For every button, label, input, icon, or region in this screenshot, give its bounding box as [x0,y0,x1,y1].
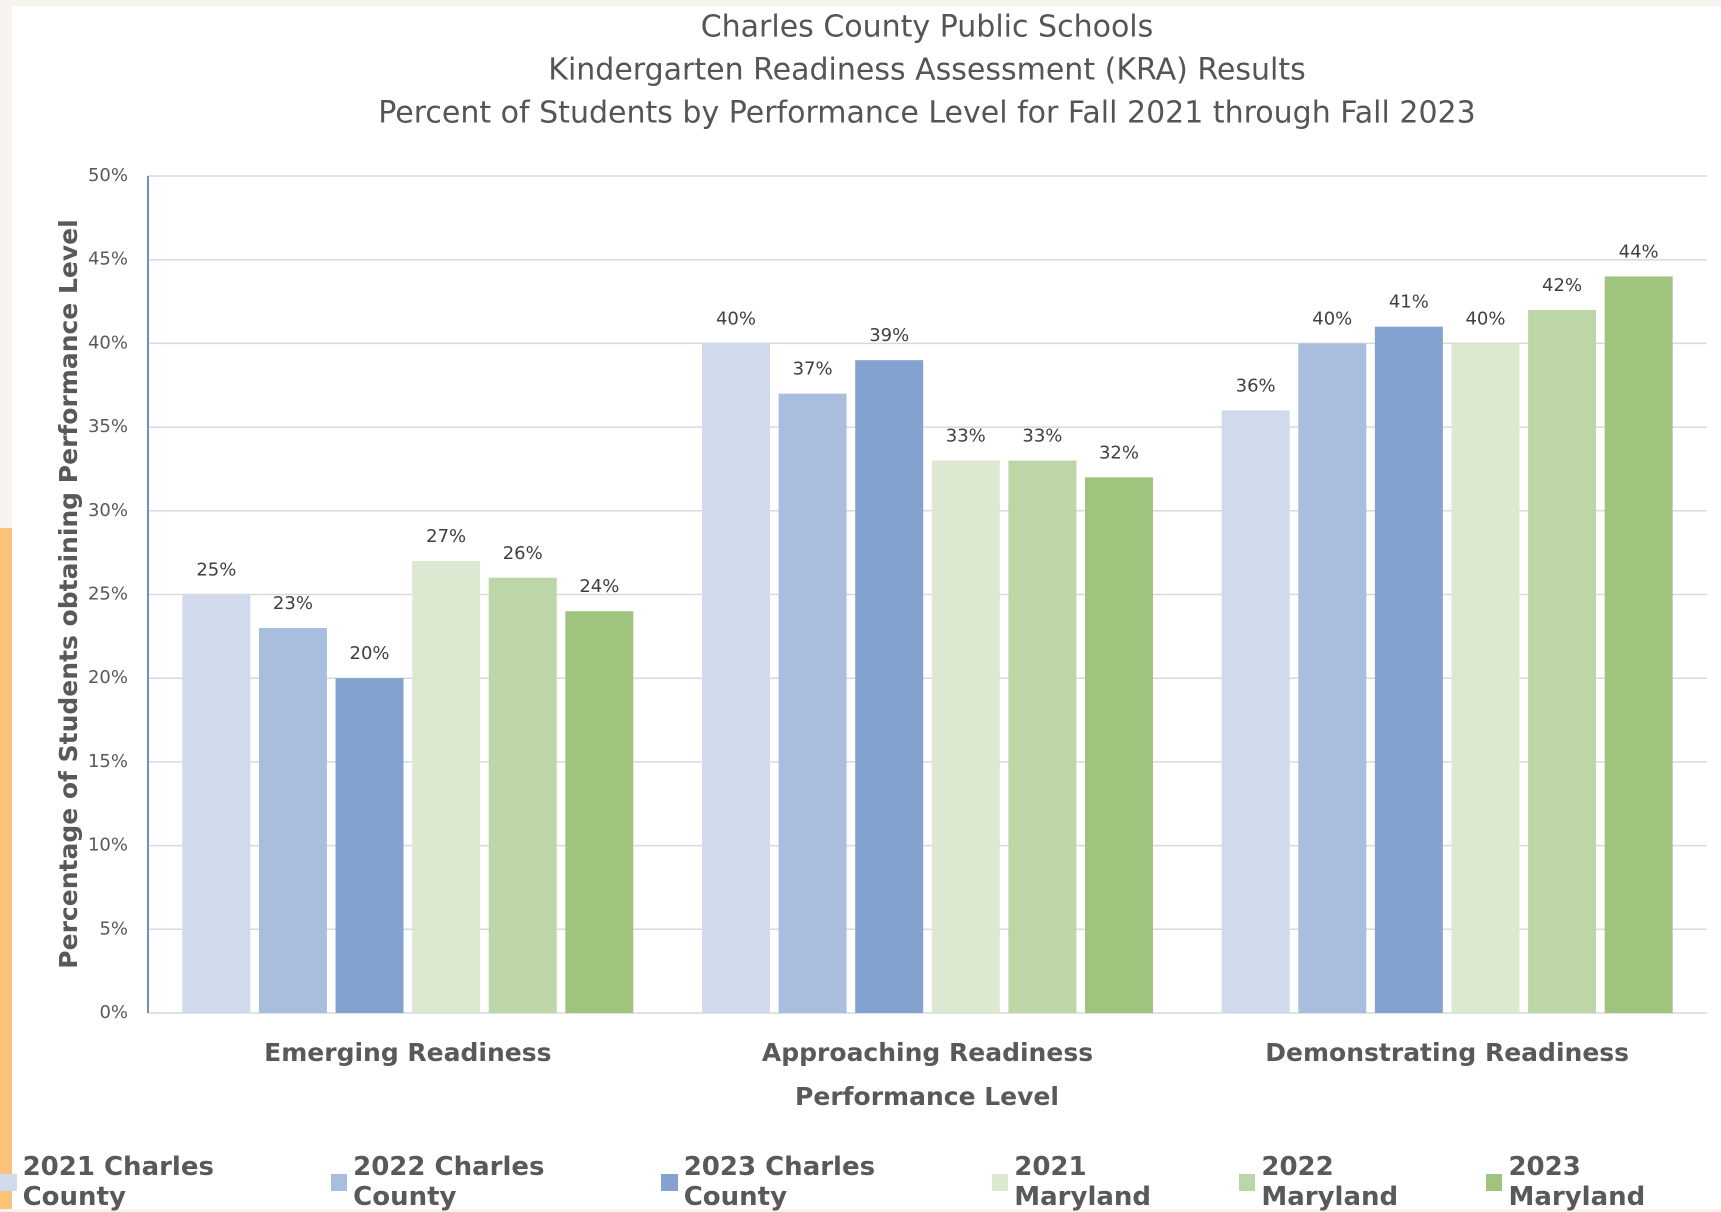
value-label: 24% [579,576,619,597]
value-label: 40% [1312,308,1352,329]
legend-item: 2023 Maryland [1485,1152,1721,1212]
y-tick-label: 40% [88,332,128,353]
decoration-strip [0,528,12,1209]
y-tick-label: 25% [88,584,128,605]
chart-title: Kindergarten Readiness Assessment (KRA) … [548,53,1305,88]
y-tick-label: 30% [88,500,128,521]
bar [855,360,924,1013]
legend-item: 2021 Maryland [991,1152,1227,1212]
legend: 2021 Charles County 2022 Charles County 20… [0,1152,1721,1212]
y-axis-title: Percentage of Students obtaining Perform… [54,219,83,968]
value-label: 41% [1389,292,1429,313]
legend-label: 2023 Charles County [683,1152,876,1212]
bar [412,561,481,1013]
bar [1604,276,1673,1013]
bar [1528,309,1597,1013]
value-label: 40% [1465,308,1505,329]
legend-label: 2022 Maryland [1261,1152,1399,1212]
y-tick-label: 15% [88,751,128,772]
x-tick-label: Demonstrating Readiness [1265,1038,1629,1067]
legend-swatch [661,1173,678,1191]
legend-item: 2022 Maryland [1238,1152,1474,1212]
bar [1298,343,1367,1013]
x-tick-label: Approaching Readiness [762,1038,1093,1067]
legend-swatch [1238,1173,1256,1191]
bar [1221,410,1290,1013]
value-label: 37% [793,359,833,380]
x-axis-title: Performance Level [795,1082,1059,1111]
y-tick-label: 5% [99,918,128,939]
value-label: 36% [1236,375,1276,396]
bar [1374,326,1443,1013]
value-label: 39% [869,325,909,346]
legend-swatch [330,1173,348,1191]
y-tick-label: 35% [88,416,128,437]
y-tick-label: 50% [88,165,128,186]
x-tick-label: Emerging Readiness [264,1038,551,1067]
legend-swatch [991,1173,1009,1191]
value-label: 23% [273,593,313,614]
y-tick-label: 0% [99,1002,128,1023]
chart-title: Charles County Public Schools [701,10,1154,45]
value-label: 33% [946,426,986,447]
legend-item: 2021 Charles County [0,1152,319,1212]
value-label: 42% [1542,275,1582,296]
value-label: 26% [503,543,543,564]
value-label: 25% [196,560,236,581]
bar [1085,477,1153,1013]
bar [335,678,404,1013]
bar [488,577,557,1013]
value-label: 40% [716,308,756,329]
legend-item: 2022 Charles County [330,1152,650,1212]
y-tick-label: 45% [88,249,128,270]
value-label: 20% [350,643,390,664]
y-tick-label: 10% [88,835,128,856]
bar [778,393,847,1013]
bar [931,460,1000,1014]
bar [258,627,327,1013]
bar [1451,343,1520,1013]
value-label: 44% [1619,241,1659,262]
bar [1008,460,1077,1014]
value-label: 27% [426,526,466,547]
legend-swatch [1485,1173,1503,1191]
legend-item: 2023 Charles County [661,1152,980,1212]
bar [702,343,770,1013]
y-tick-label: 20% [88,667,128,688]
legend-label: 2021 Charles County [22,1152,214,1212]
chart-title: Percent of Students by Performance Level… [378,96,1475,131]
value-label: 33% [1022,426,1062,447]
legend-label: 2022 Charles County [353,1152,545,1212]
legend-label: 2021 Maryland [1014,1152,1152,1212]
value-label: 32% [1099,442,1139,463]
bar [182,594,251,1013]
bar [565,611,634,1013]
legend-swatch [0,1173,17,1191]
legend-label: 2023 Maryland [1508,1152,1646,1212]
